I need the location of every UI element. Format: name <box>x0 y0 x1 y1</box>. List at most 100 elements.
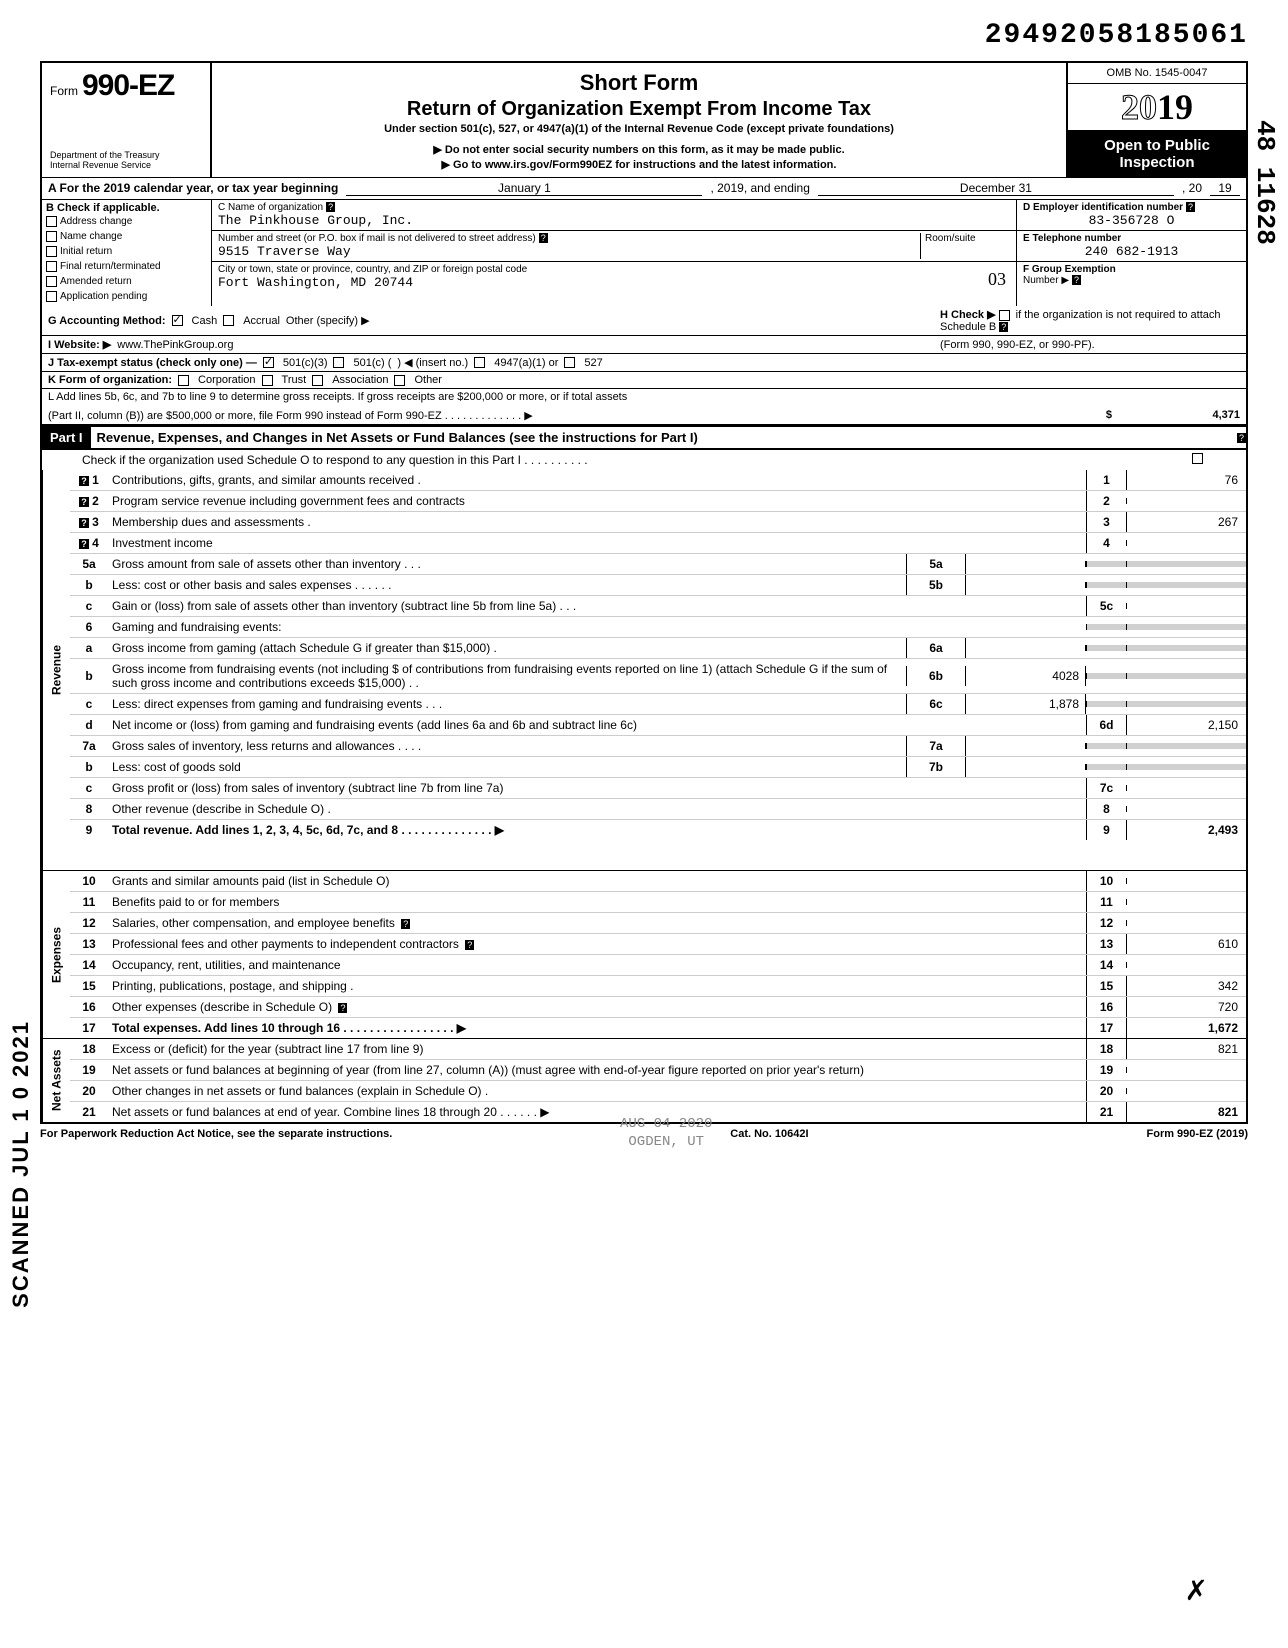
ein-cell: D Employer identification number? 83-356… <box>1017 200 1246 231</box>
chk-4947[interactable] <box>474 357 485 368</box>
line19-val <box>1126 1067 1246 1073</box>
cash-label: Cash <box>192 315 218 327</box>
line14-val <box>1126 962 1246 968</box>
title-box: Short Form Return of Organization Exempt… <box>212 63 1066 177</box>
city-label: City or town, state or province, country… <box>218 264 1010 275</box>
chk-name[interactable]: Name change <box>46 229 207 244</box>
side-code: 48 11628 <box>1250 120 1280 245</box>
row-k: K Form of organization: Corporation Trus… <box>42 372 1246 389</box>
chk-527[interactable] <box>564 357 575 368</box>
rows-g-l: G Accounting Method: Cash Accrual Other … <box>40 306 1248 426</box>
line5b-box: 5b <box>906 575 966 595</box>
assoc-label: Association <box>332 374 388 386</box>
g-label: G Accounting Method: <box>48 315 166 327</box>
chk-corp[interactable] <box>178 375 189 386</box>
name-label: C Name of organization <box>218 202 323 213</box>
line9-val: 2,493 <box>1126 820 1246 840</box>
chk-assoc[interactable] <box>312 375 323 386</box>
website-value: www.ThePinkGroup.org <box>117 339 233 351</box>
chk-amended[interactable]: Amended return <box>46 274 207 289</box>
line7a-box: 7a <box>906 736 966 756</box>
open-line1: Open to Public <box>1070 137 1244 154</box>
info-grid: B Check if applicable. Address change Na… <box>40 200 1248 306</box>
insert-no: ) ◀ (insert no.) <box>397 356 468 369</box>
lines-table: Revenue ? 1Contributions, gifts, grants,… <box>40 470 1248 1124</box>
line1-desc: Contributions, gifts, grants, and simila… <box>108 470 1086 490</box>
line6a-desc: Gross income from gaming (attach Schedul… <box>108 638 906 658</box>
line6b-val: 4028 <box>966 666 1086 686</box>
line6b-desc: Gross income from fundraising events (no… <box>108 659 906 693</box>
stamp-loc: OGDEN, UT <box>620 1133 712 1151</box>
trust-label: Trust <box>282 374 307 386</box>
signature-mark: ✗ <box>1185 1574 1208 1608</box>
chk-schedule-o[interactable] <box>1192 453 1203 464</box>
line7c-num: 7c <box>1086 778 1126 798</box>
line10-val <box>1126 878 1246 884</box>
row-l: L Add lines 5b, 6c, and 7b to line 9 to … <box>42 389 1246 426</box>
scanned-stamp: SCANNED JUL 1 0 2021 <box>8 1020 34 1308</box>
chk-501c[interactable] <box>333 357 344 368</box>
open-public: Open to Public Inspection <box>1068 131 1246 177</box>
yr-suffix: 19 <box>1210 181 1240 196</box>
chk-address[interactable]: Address change <box>46 214 207 229</box>
line8-desc: Other revenue (describe in Schedule O) . <box>108 799 1086 819</box>
ssn-notice: ▶ Do not enter social security numbers o… <box>222 143 1056 156</box>
line6a-box: 6a <box>906 638 966 658</box>
footer-right: Form 990-EZ (2019) <box>1147 1128 1248 1140</box>
k-label: K Form of organization: <box>48 374 172 386</box>
row-i: I Website: ▶ www.ThePinkGroup.org (Form … <box>42 336 1246 354</box>
line21-val: 821 <box>1126 1102 1246 1122</box>
open-line2: Inspection <box>1070 154 1244 171</box>
row-a-label: A For the 2019 calendar year, or tax yea… <box>48 181 338 196</box>
year-end: December 31 <box>818 181 1174 196</box>
line5c-desc: Gain or (loss) from sale of assets other… <box>108 596 1086 616</box>
line21-desc: Net assets or fund balances at end of ye… <box>108 1102 1086 1122</box>
chk-initial[interactable]: Initial return <box>46 244 207 259</box>
chk-h[interactable] <box>999 310 1010 321</box>
chk-pending[interactable]: Application pending <box>46 289 207 304</box>
chk-final[interactable]: Final return/terminated <box>46 259 207 274</box>
line5a-box: 5a <box>906 554 966 574</box>
footer-left: For Paperwork Reduction Act Notice, see … <box>40 1128 392 1140</box>
org-name: The Pinkhouse Group, Inc. <box>218 213 1010 228</box>
line5b-desc: Less: cost or other basis and sales expe… <box>108 575 906 595</box>
h-label: H Check ▶ <box>940 309 996 321</box>
line7b-box: 7b <box>906 757 966 777</box>
row-g: G Accounting Method: Cash Accrual Other … <box>42 306 1246 336</box>
section-c: C Name of organization? The Pinkhouse Gr… <box>212 200 1016 306</box>
org-name-cell: C Name of organization? The Pinkhouse Gr… <box>212 200 1016 231</box>
chk-accrual[interactable] <box>223 315 234 326</box>
chk-other-org[interactable] <box>394 375 405 386</box>
org-city: Fort Washington, MD 20744 <box>218 275 1010 290</box>
line6c-val: 1,878 <box>966 694 1086 714</box>
line7b-val <box>966 764 1086 770</box>
form-id-box: Form 990-EZ Department of the Treasury I… <box>42 63 212 177</box>
section-b: B Check if applicable. Address change Na… <box>42 200 212 306</box>
line17-val: 1,672 <box>1126 1018 1246 1038</box>
hand-03: 03 <box>988 269 1006 290</box>
line6a-val <box>966 645 1086 651</box>
chk-trust[interactable] <box>262 375 273 386</box>
accrual-label: Accrual <box>243 315 280 327</box>
line4-val <box>1126 540 1246 546</box>
chk-501c3[interactable] <box>263 357 274 368</box>
group-label: F Group Exemption <box>1023 264 1240 275</box>
right-header-box: OMB No. 1545-0047 2019 Open to Public In… <box>1066 63 1246 177</box>
group-cell: F Group Exemption Number ▶? <box>1017 262 1246 290</box>
line6b-box: 6b <box>906 666 966 686</box>
line8-val <box>1126 806 1246 812</box>
j-label: J Tax-exempt status (check only one) — <box>48 357 257 369</box>
chk-cash[interactable] <box>172 315 183 326</box>
line1-val: 76 <box>1126 470 1246 490</box>
received-stamp: AUG 04 2020 OGDEN, UT <box>620 1115 712 1151</box>
row-j: J Tax-exempt status (check only one) — 5… <box>42 354 1246 372</box>
l-line1: L Add lines 5b, 6c, and 7b to line 9 to … <box>48 391 1240 403</box>
line5c-num: 5c <box>1086 596 1126 616</box>
org-addr: 9515 Traverse Way <box>218 244 920 259</box>
corp-label: Corporation <box>198 374 255 386</box>
omb-number: OMB No. 1545-0047 <box>1068 63 1246 84</box>
group-number: Number ▶ <box>1023 275 1069 286</box>
line4-desc: Investment income <box>108 533 1086 553</box>
under-section: Under section 501(c), 527, or 4947(a)(1)… <box>222 123 1056 135</box>
line19-desc: Net assets or fund balances at beginning… <box>108 1060 1086 1080</box>
